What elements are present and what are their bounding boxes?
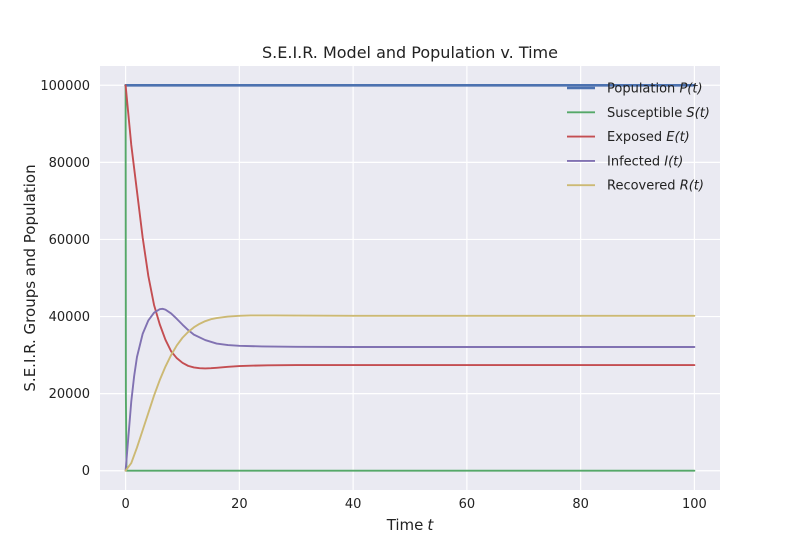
legend-label: Population P(t) — [607, 82, 703, 97]
legend-entry-susceptible: Susceptible S(t) — [567, 106, 710, 121]
legend-label: Recovered R(t) — [607, 179, 704, 194]
x-tick-label: 80 — [572, 497, 589, 512]
y-tick-label: 80000 — [49, 156, 90, 171]
x-axis-title: Time t — [386, 516, 435, 534]
x-tick-label: 20 — [231, 497, 248, 512]
legend-series-var: E(t) — [666, 130, 689, 145]
x-tick-label: 60 — [459, 497, 476, 512]
series-line-infected — [124, 307, 696, 472]
x-axis-label: Time — [386, 516, 424, 534]
legend-series-name: Recovered — [607, 179, 680, 194]
legend-series-var: I(t) — [664, 154, 683, 169]
legend-series-name: Exposed — [607, 130, 666, 145]
legend-entry-recovered: Recovered R(t) — [567, 179, 704, 194]
plot-background — [100, 66, 720, 490]
y-tick-label: 0 — [82, 464, 90, 479]
x-tick-label: 100 — [682, 497, 707, 512]
legend-label: Infected I(t) — [607, 154, 683, 169]
legend-series-name: Population — [607, 82, 679, 97]
series-line-exposed — [124, 84, 696, 370]
y-axis-title: S.E.I.R. Groups and Population — [21, 164, 39, 391]
y-tick-label: 20000 — [49, 387, 90, 402]
legend-entry-infected: Infected I(t) — [567, 154, 683, 169]
y-tick-label: 40000 — [49, 310, 90, 325]
legend-series-var: P(t) — [679, 82, 702, 97]
tick-labels: 0 20 40 60 80 100 0 20000 40000 60000 80000 100000 — [40, 79, 706, 512]
legend-label: Exposed E(t) — [607, 130, 690, 145]
legend-label: Susceptible S(t) — [607, 106, 710, 121]
y-tick-label: 60000 — [49, 233, 90, 248]
legend: Population P(t) Susceptible S(t) Exposed E… — [567, 82, 710, 194]
legend-series-var: S(t) — [686, 106, 710, 121]
x-axis-variable: t — [427, 516, 434, 534]
x-tick-label: 0 — [121, 497, 129, 512]
series-line-recovered — [124, 314, 696, 472]
legend-series-name: Infected — [607, 154, 664, 169]
legend-series-name: Susceptible — [607, 106, 686, 121]
series-layer — [124, 83, 696, 472]
y-tick-label: 100000 — [40, 79, 90, 94]
legend-entry-exposed: Exposed E(t) — [567, 130, 690, 145]
x-tick-label: 40 — [345, 497, 362, 512]
legend-entry-population: Population P(t) — [567, 82, 703, 97]
legend-series-var: R(t) — [680, 179, 704, 194]
chart-title: S.E.I.R. Model and Population v. Time — [262, 43, 558, 62]
